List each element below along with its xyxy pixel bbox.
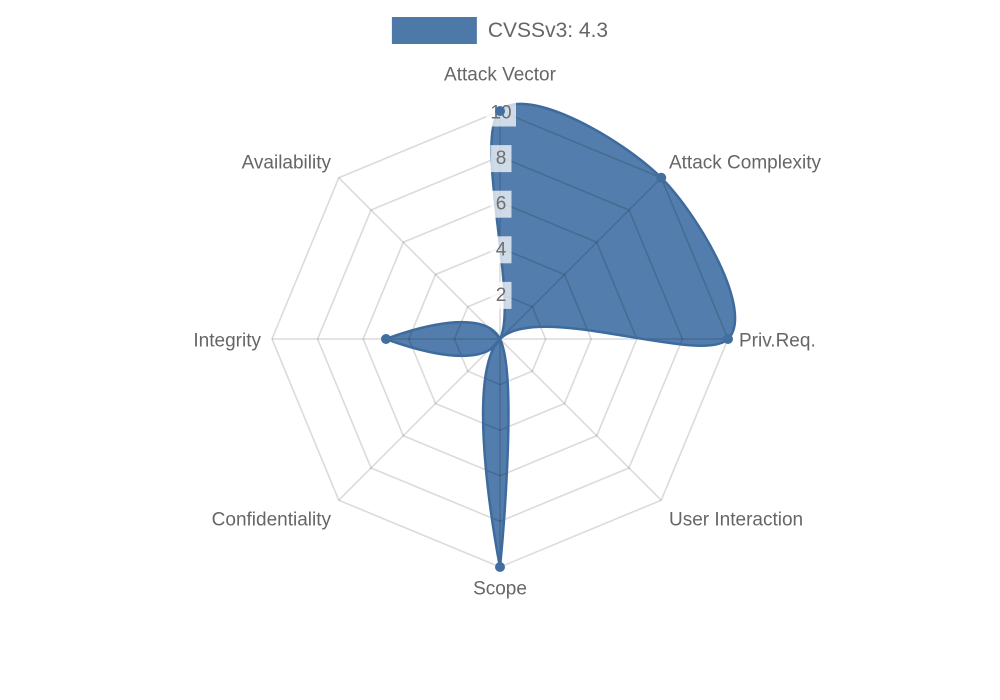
- data-point: [495, 106, 505, 116]
- grid-ring: [316, 155, 684, 523]
- series-area: [386, 103, 736, 567]
- axis-label-attack-complexity: Attack Complexity: [669, 153, 822, 174]
- axis-label-scope: Scope: [473, 579, 527, 600]
- axis-label-integrity: Integrity: [193, 331, 261, 352]
- legend-swatch: [391, 17, 477, 44]
- tick-label: 6: [496, 194, 507, 215]
- axis-spoke: [338, 338, 501, 501]
- axis-label-availability: Availability: [242, 153, 332, 174]
- legend-item[interactable]: CVSSv3: 4.3: [391, 17, 609, 44]
- data-point: [495, 562, 505, 572]
- series-border: [384, 102, 737, 569]
- axis-label-confidentiality: Confidentiality: [212, 509, 332, 530]
- tick-backdrop: [490, 236, 512, 264]
- axis-label-attack-vector: Attack Vector: [444, 65, 557, 86]
- axis-spoke: [499, 338, 662, 501]
- legend-label: CVSSv3: 4.3: [487, 18, 609, 42]
- axis-spoke: [338, 177, 501, 340]
- tick-backdrop: [490, 190, 512, 218]
- grid-ring: [407, 246, 593, 432]
- axis-spoke: [499, 177, 662, 340]
- grid-ring: [453, 292, 547, 386]
- axis-label-priv-req: Priv.Req.: [739, 331, 816, 352]
- grid-ring: [362, 201, 638, 477]
- data-point: [723, 334, 733, 344]
- tick-backdrop: [490, 145, 512, 173]
- axis-label-user-interaction: User Interaction: [669, 509, 803, 530]
- tick-label: 8: [496, 148, 507, 169]
- tick-backdrop: [490, 281, 512, 309]
- data-point: [381, 334, 391, 344]
- tick-label: 4: [496, 239, 507, 260]
- tick-label: 2: [496, 285, 507, 306]
- data-point: [656, 172, 667, 183]
